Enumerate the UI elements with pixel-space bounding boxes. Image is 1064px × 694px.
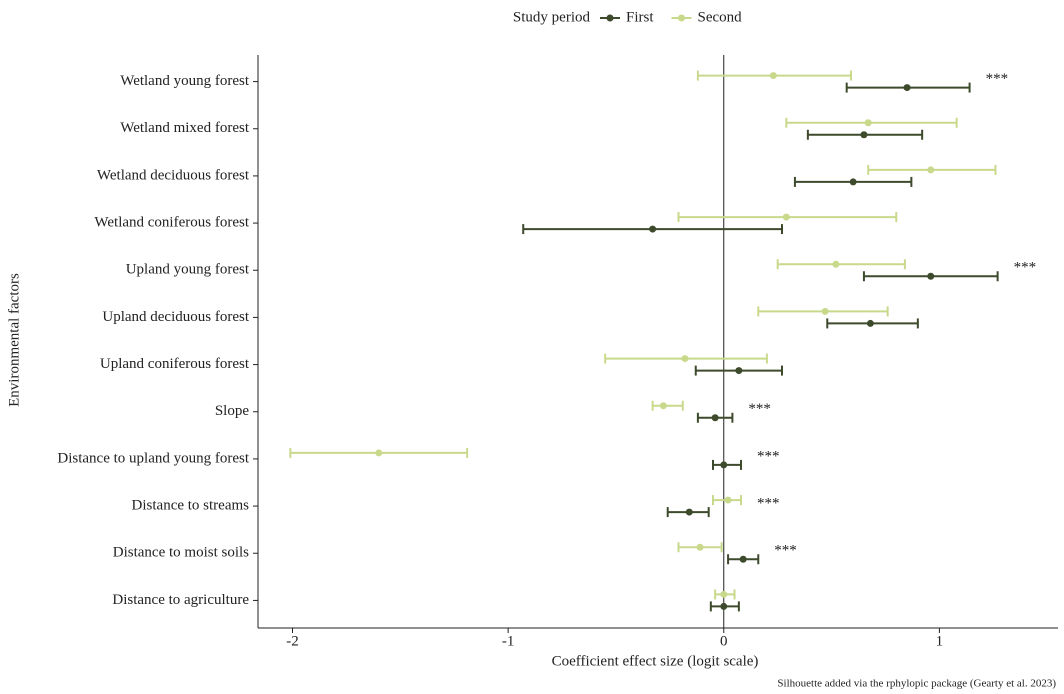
point <box>740 556 747 563</box>
y-axis-label: Environmental factors <box>6 273 22 407</box>
y-tick-label: Distance to upland young forest <box>57 450 249 466</box>
caption: Silhouette added via the rphylopic packa… <box>777 678 1056 690</box>
point <box>712 414 719 421</box>
x-tick-label: -2 <box>286 633 299 649</box>
point <box>927 273 934 280</box>
x-tick-label: 1 <box>936 633 944 649</box>
chart: Study period Environmental factors Coeff… <box>0 0 1064 694</box>
significance-label: *** <box>748 401 771 417</box>
y-tick-label: Wetland deciduous forest <box>97 167 250 183</box>
point <box>660 402 667 409</box>
legend-title: Study period <box>513 9 591 25</box>
legend-swatch-point <box>607 15 614 22</box>
point <box>686 509 693 516</box>
legend-label: Second <box>698 9 743 25</box>
legend-swatch-point <box>678 15 685 22</box>
significance-label: *** <box>774 543 797 559</box>
point <box>770 72 777 79</box>
y-tick-label: Distance to agriculture <box>112 592 249 608</box>
point <box>832 261 839 268</box>
significance-label: *** <box>1014 260 1036 276</box>
point <box>375 449 382 456</box>
y-tick-label: Upland deciduous forest <box>102 309 249 325</box>
point <box>720 603 727 610</box>
point <box>867 320 874 327</box>
y-tick-label: Wetland coniferous forest <box>94 215 249 231</box>
point <box>735 367 742 374</box>
point <box>720 461 727 468</box>
legend-label: First <box>626 9 654 25</box>
significance-label: *** <box>986 71 1009 87</box>
point <box>850 178 857 185</box>
x-tick-label: -1 <box>502 633 515 649</box>
significance-label: *** <box>757 448 780 464</box>
point <box>783 214 790 221</box>
x-axis-label: Coefficient effect size (logit scale) <box>552 653 759 669</box>
significance-label: *** <box>757 496 780 512</box>
point <box>904 84 911 91</box>
point <box>927 166 934 173</box>
point <box>865 119 872 126</box>
y-tick-label: Wetland young forest <box>120 73 250 89</box>
point <box>681 355 688 362</box>
point <box>649 226 656 233</box>
point <box>720 591 727 598</box>
point <box>697 544 704 551</box>
y-tick-label: Upland coniferous forest <box>100 356 250 372</box>
y-tick-label: Distance to streams <box>132 498 250 514</box>
point <box>822 308 829 315</box>
y-tick-label: Distance to moist soils <box>113 545 249 561</box>
y-tick-label: Slope <box>215 403 250 419</box>
x-tick-label: 0 <box>720 633 728 649</box>
y-tick-label: Wetland mixed forest <box>120 120 250 136</box>
y-tick-label: Upland young forest <box>126 262 250 278</box>
point <box>725 497 732 504</box>
point <box>860 131 867 138</box>
